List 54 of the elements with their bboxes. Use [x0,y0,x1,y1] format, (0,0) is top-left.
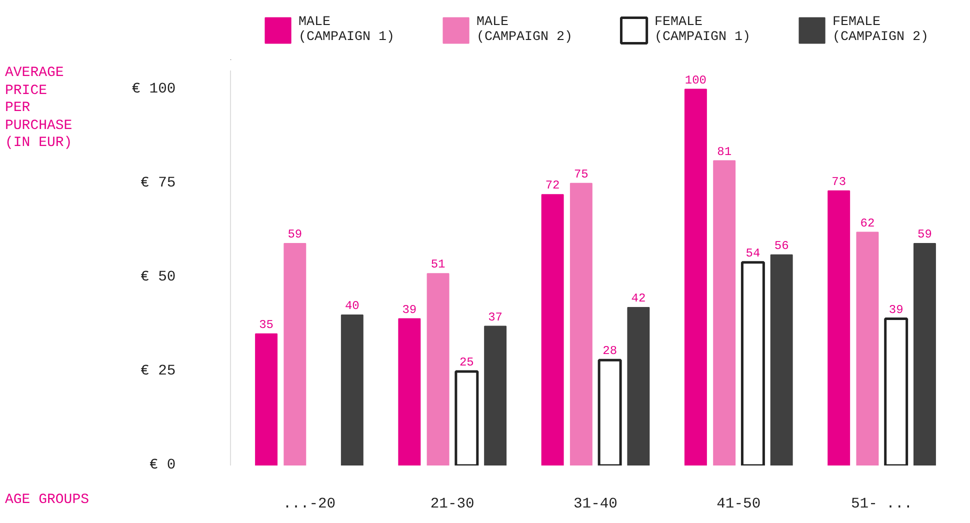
y-tick-label: € 75 [140,175,176,192]
bar [684,88,707,466]
bar [884,318,908,466]
bar [856,232,879,466]
data-label: 59 [288,228,302,242]
data-label: 81 [717,144,732,159]
bar [770,254,793,466]
bar [713,160,736,466]
x-tick-label: 21-30 [430,496,474,512]
data-label: 39 [402,302,417,317]
bar [484,326,507,466]
bar [426,273,450,466]
legend-label: FEMALE (CAMPAIGN 1) [654,15,750,45]
x-tick-label: 51- ... [850,496,913,512]
bar [340,314,364,466]
y-axis-title: AVERAGE PRICE PER PURCHASE (IN EUR) [5,65,72,152]
data-label: 100 [684,73,707,88]
legend-label: FEMALE (CAMPAIGN 2) [832,15,928,45]
data-label: 72 [545,178,560,193]
data-label: 54 [746,246,760,260]
y-tick-label: € 100 [132,81,176,98]
data-label: 42 [631,292,646,306]
bar [454,370,479,466]
bar [284,243,306,466]
legend-label: MALE (CAMPAIGN 1) [298,15,395,45]
data-label: 40 [344,299,360,314]
data-label: 39 [888,302,904,317]
x-tick-label: 31-40 [574,496,618,512]
data-label: 28 [602,344,618,358]
data-label: 25 [459,355,474,370]
y-tick-label: € 25 [140,363,176,380]
bar [627,307,650,466]
y-tick-label: € 50 [140,269,176,286]
bar [570,182,592,466]
bar [255,333,278,466]
x-tick-label: ...-20 [282,496,336,512]
bar [828,190,850,466]
data-label: 62 [860,216,875,230]
data-label: 59 [918,228,932,242]
bar [740,261,765,466]
data-label: 37 [488,310,503,324]
bar [541,194,564,466]
data-label: 35 [259,318,274,332]
x-axis-title: AGE GROUPS [5,492,90,510]
legend-label: MALE (CAMPAIGN 2) [476,15,572,45]
data-label: 75 [574,167,588,182]
bar [398,318,421,466]
bar [598,358,622,466]
x-tick-label: 41-50 [716,496,761,512]
y-tick-label: € 0 [149,458,176,474]
bar [913,243,936,466]
data-label: 56 [774,238,789,253]
data-label: 73 [832,174,846,189]
data-label: 51 [430,258,446,272]
